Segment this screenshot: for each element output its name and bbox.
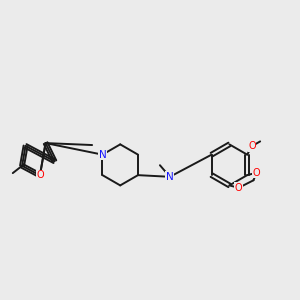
Text: O: O [36, 170, 44, 180]
Text: N: N [99, 150, 106, 160]
Text: O: O [253, 168, 260, 178]
Text: N: N [166, 172, 174, 182]
Text: O: O [235, 183, 242, 193]
Text: O: O [248, 141, 256, 151]
